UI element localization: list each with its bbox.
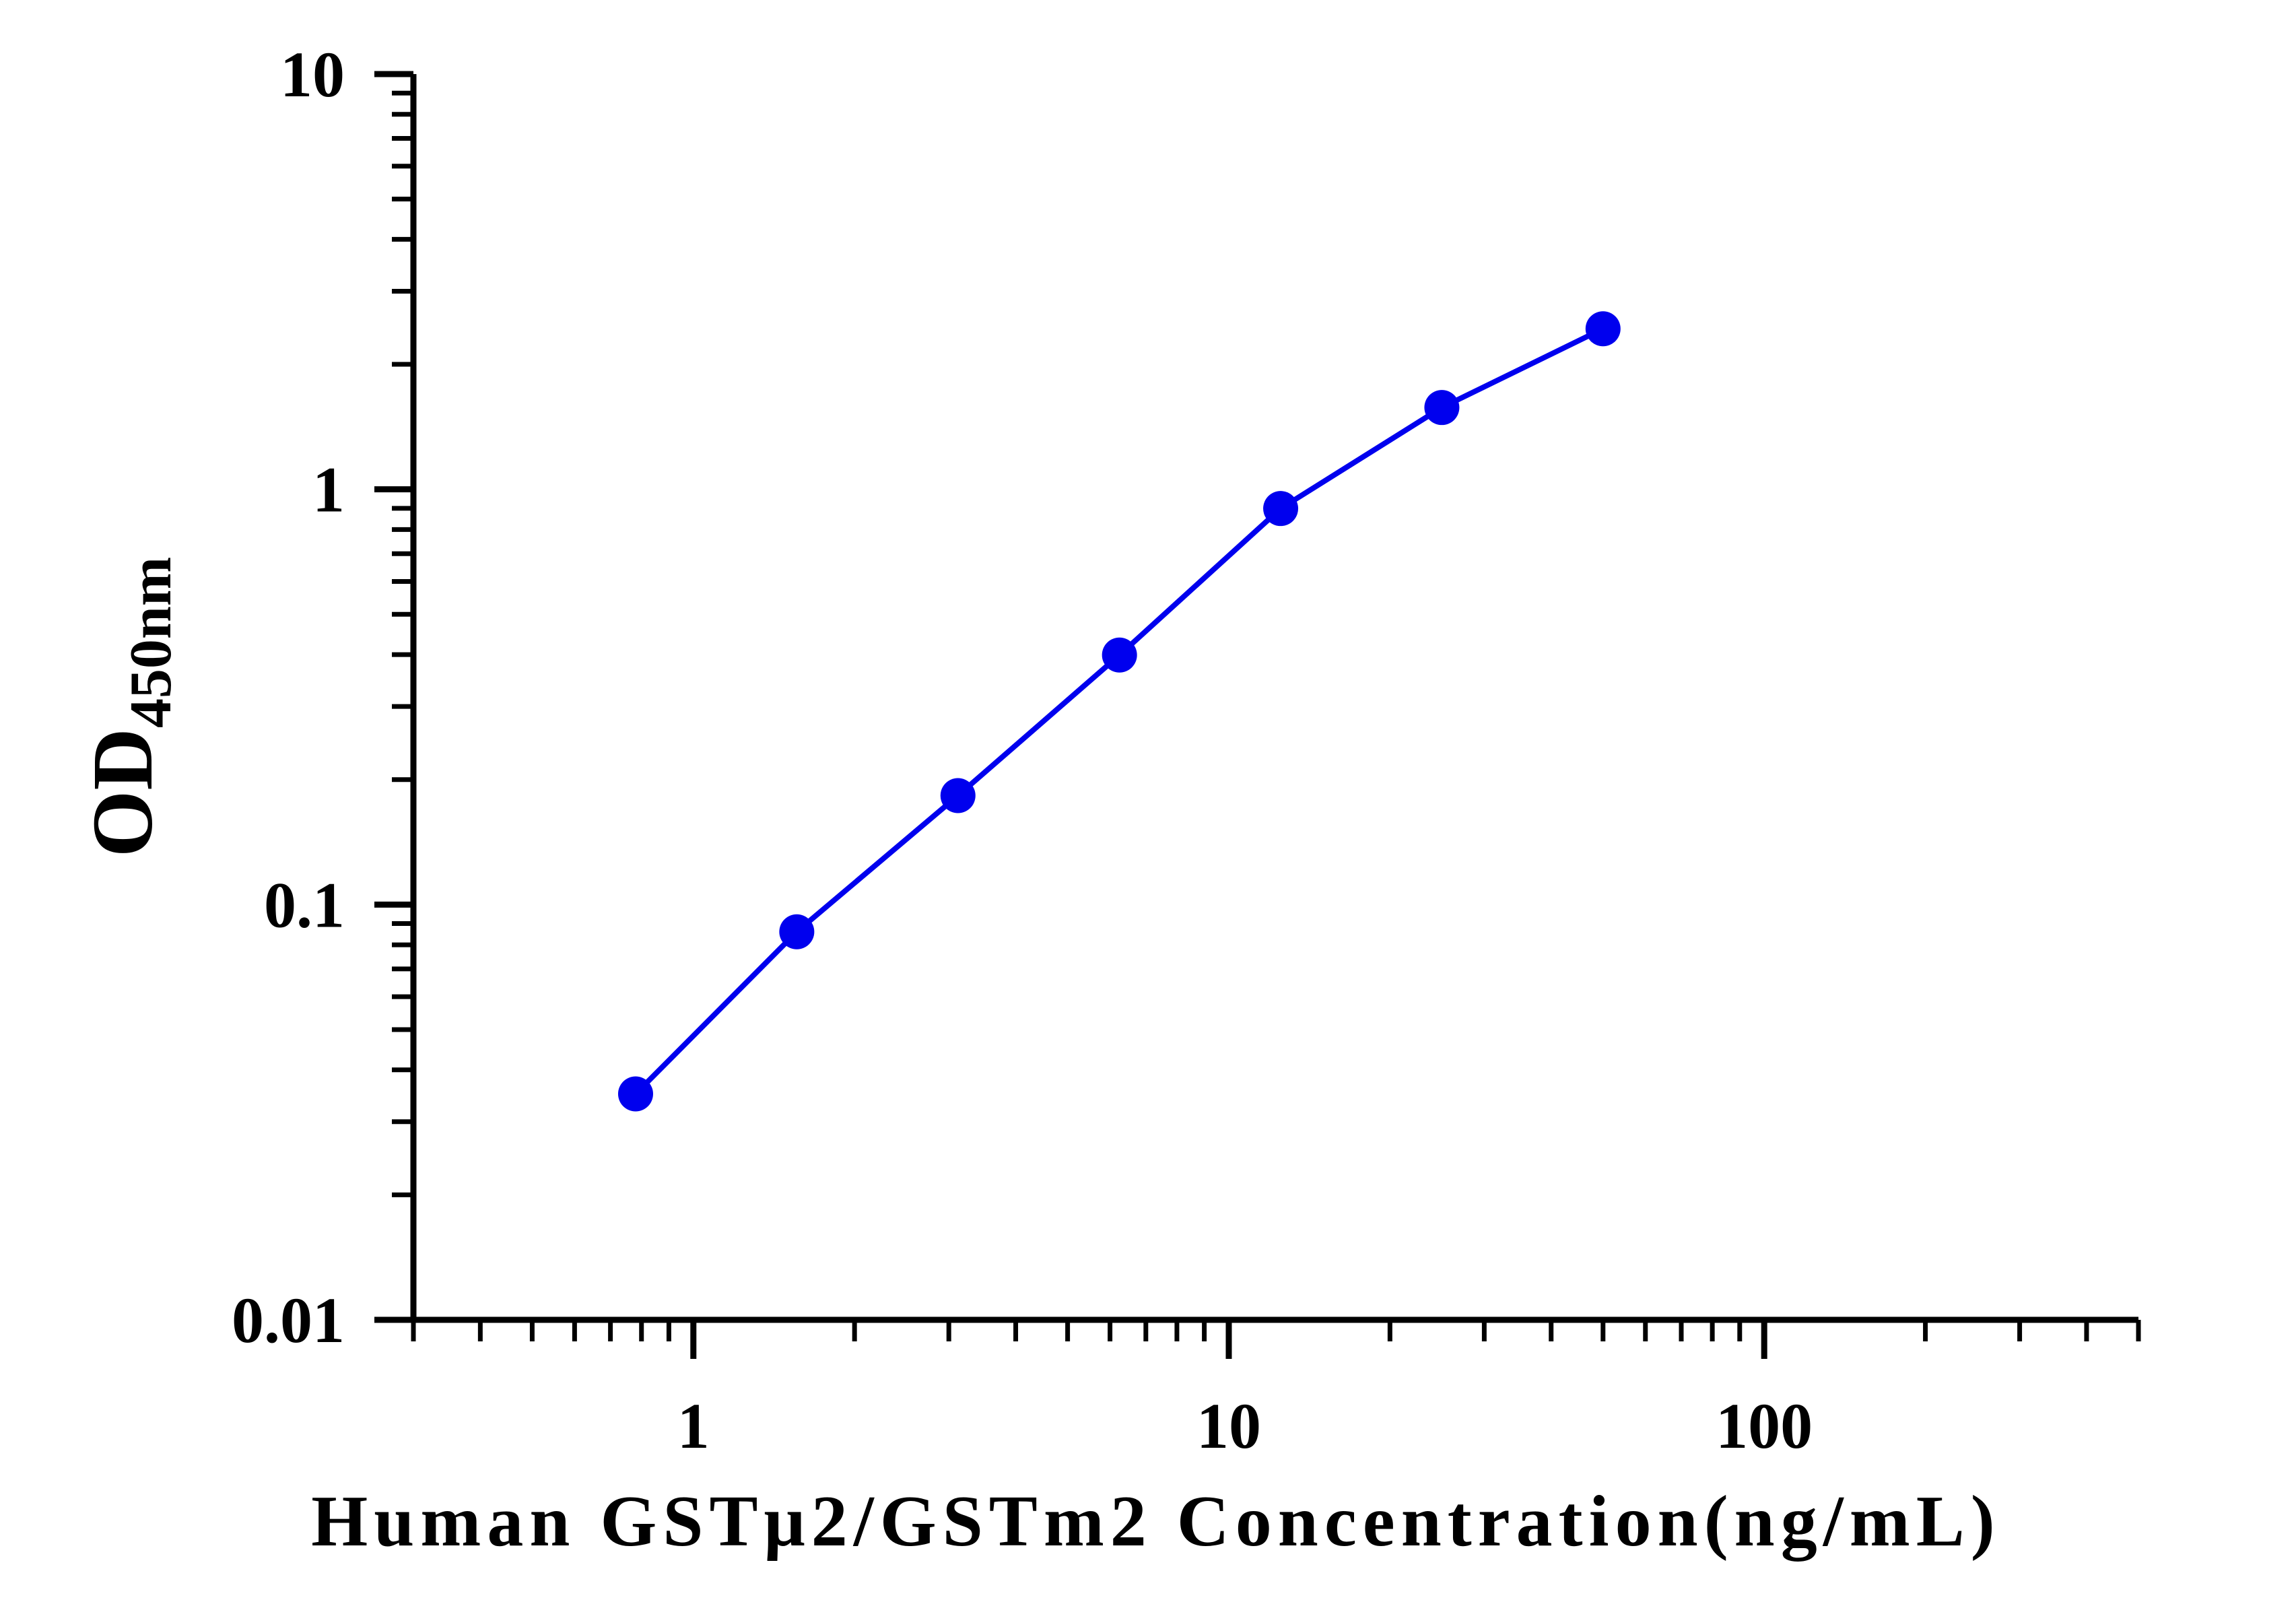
data-point xyxy=(1263,491,1299,527)
y-axis-title-main: OD xyxy=(75,728,170,857)
y-tick-label: 1 xyxy=(312,454,345,526)
data-point xyxy=(1424,390,1460,426)
y-tick-label: 10 xyxy=(280,38,345,110)
data-point xyxy=(940,778,976,813)
data-point xyxy=(779,914,815,949)
x-tick-label: 1 xyxy=(677,1390,710,1462)
series-line xyxy=(634,326,1605,1096)
minor-ticks xyxy=(392,90,2141,1341)
data-point xyxy=(1102,637,1137,673)
major-ticks xyxy=(374,71,1767,1359)
tick-labels: 0.01 0.1 1 10 1 10 100 xyxy=(232,38,1813,1462)
y-tick-label: 0.1 xyxy=(264,869,345,941)
y-tick-label: 0.01 xyxy=(232,1284,345,1356)
x-tick-label: 10 xyxy=(1196,1390,1261,1462)
series-layer xyxy=(617,311,1621,1112)
data-point xyxy=(1585,311,1621,347)
x-tick-label: 100 xyxy=(1716,1390,1813,1462)
y-axis-title-subscript: 450nm xyxy=(119,557,184,728)
x-axis-title: Human GSTμ2/GSTm2 Concentration(ng/mL) xyxy=(311,1481,2000,1562)
y-axis-title: OD450nm xyxy=(75,557,184,857)
data-point xyxy=(617,1076,653,1112)
